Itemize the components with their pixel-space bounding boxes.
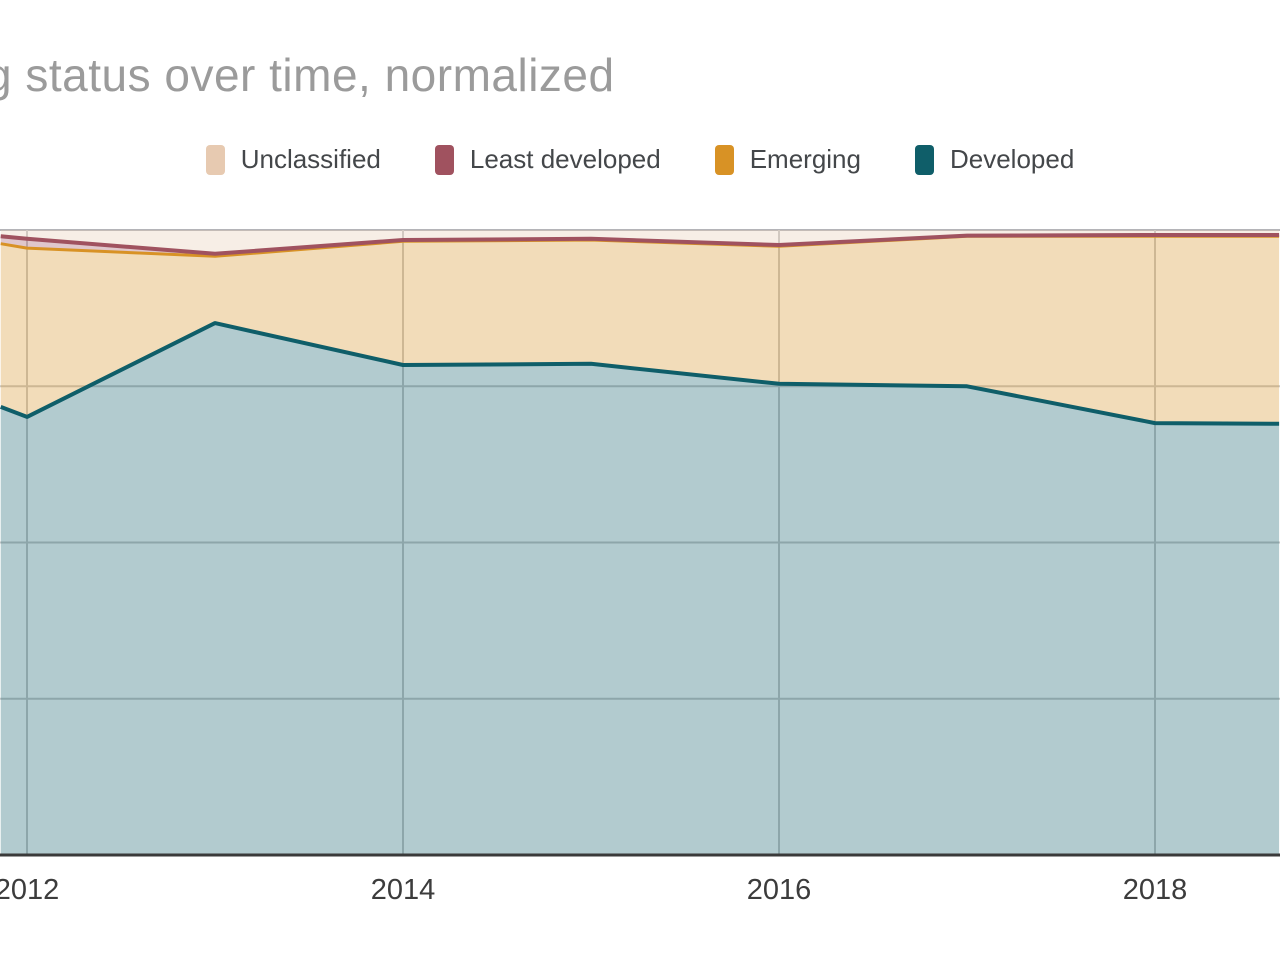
- x-axis-tick-label: 2018: [1122, 874, 1188, 906]
- legend-item-emerging: Emerging: [714, 144, 861, 175]
- legend-label-developed: Developed: [949, 144, 1075, 174]
- chart-legend: Unclassified Least developed Emerging De…: [0, 144, 1280, 175]
- x-axis-tick-label: 2012: [0, 874, 60, 906]
- legend-item-least-developed: Least developed: [434, 144, 661, 175]
- legend-label-unclassified: Unclassified: [240, 144, 381, 174]
- legend-label-emerging: Emerging: [749, 144, 861, 174]
- legend-item-unclassified: Unclassified: [205, 144, 381, 175]
- legend-swatch-unclassified-icon: [205, 144, 225, 175]
- legend-label-least-developed: Least developed: [469, 144, 661, 174]
- legend-swatch-emerging-icon: [714, 144, 734, 175]
- legend-item-developed: Developed: [914, 144, 1075, 175]
- chart-title: g status over time, normalized: [0, 49, 615, 101]
- x-axis-tick-label: 2014: [370, 874, 436, 906]
- legend-swatch-least-developed-icon: [434, 144, 454, 175]
- x-axis-tick-label: 2016: [746, 874, 812, 906]
- legend-swatch-developed-icon: [914, 144, 934, 175]
